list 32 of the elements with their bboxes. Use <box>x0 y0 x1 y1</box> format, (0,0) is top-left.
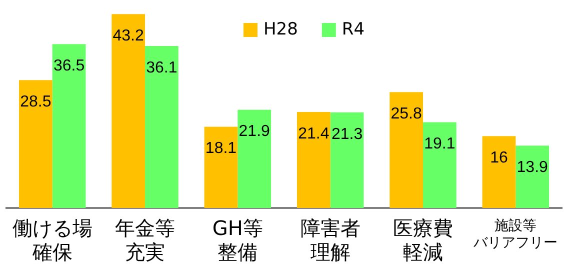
legend-label: R4 <box>342 19 365 40</box>
data-label: 16 <box>490 150 508 167</box>
bar <box>482 136 516 208</box>
x-tick-label: 障害者理解 <box>300 216 360 264</box>
x-tick-label: 施設等バリアフリー <box>472 218 558 251</box>
bar <box>330 112 364 208</box>
x-tick-label: GH等整備 <box>212 216 263 264</box>
bar <box>204 126 238 208</box>
data-label: 21.9 <box>238 123 270 140</box>
data-label: 21.4 <box>298 125 330 142</box>
bar <box>516 146 550 208</box>
x-tick-label: 働ける場確保 <box>12 216 92 264</box>
data-label: 43.2 <box>112 27 144 44</box>
bar <box>238 110 272 208</box>
legend-label: H28 <box>263 19 298 40</box>
data-label: 25.8 <box>390 106 422 123</box>
data-label: 36.5 <box>53 58 85 75</box>
data-label: 13.9 <box>516 159 548 176</box>
x-tick-label: 医療費軽減 <box>393 216 453 264</box>
data-label: 18.1 <box>205 140 237 158</box>
x-tick-label: 年金等充実 <box>115 216 175 264</box>
data-label: 28.5 <box>20 93 52 110</box>
bar <box>145 46 178 208</box>
bar <box>423 122 456 208</box>
data-label: 36.1 <box>146 59 178 76</box>
bar <box>52 44 86 208</box>
bar <box>112 14 145 208</box>
bar <box>390 92 423 208</box>
bar <box>296 112 330 208</box>
bar <box>18 80 52 208</box>
data-label: 21.3 <box>331 126 363 143</box>
data-label: 19.1 <box>424 136 456 153</box>
